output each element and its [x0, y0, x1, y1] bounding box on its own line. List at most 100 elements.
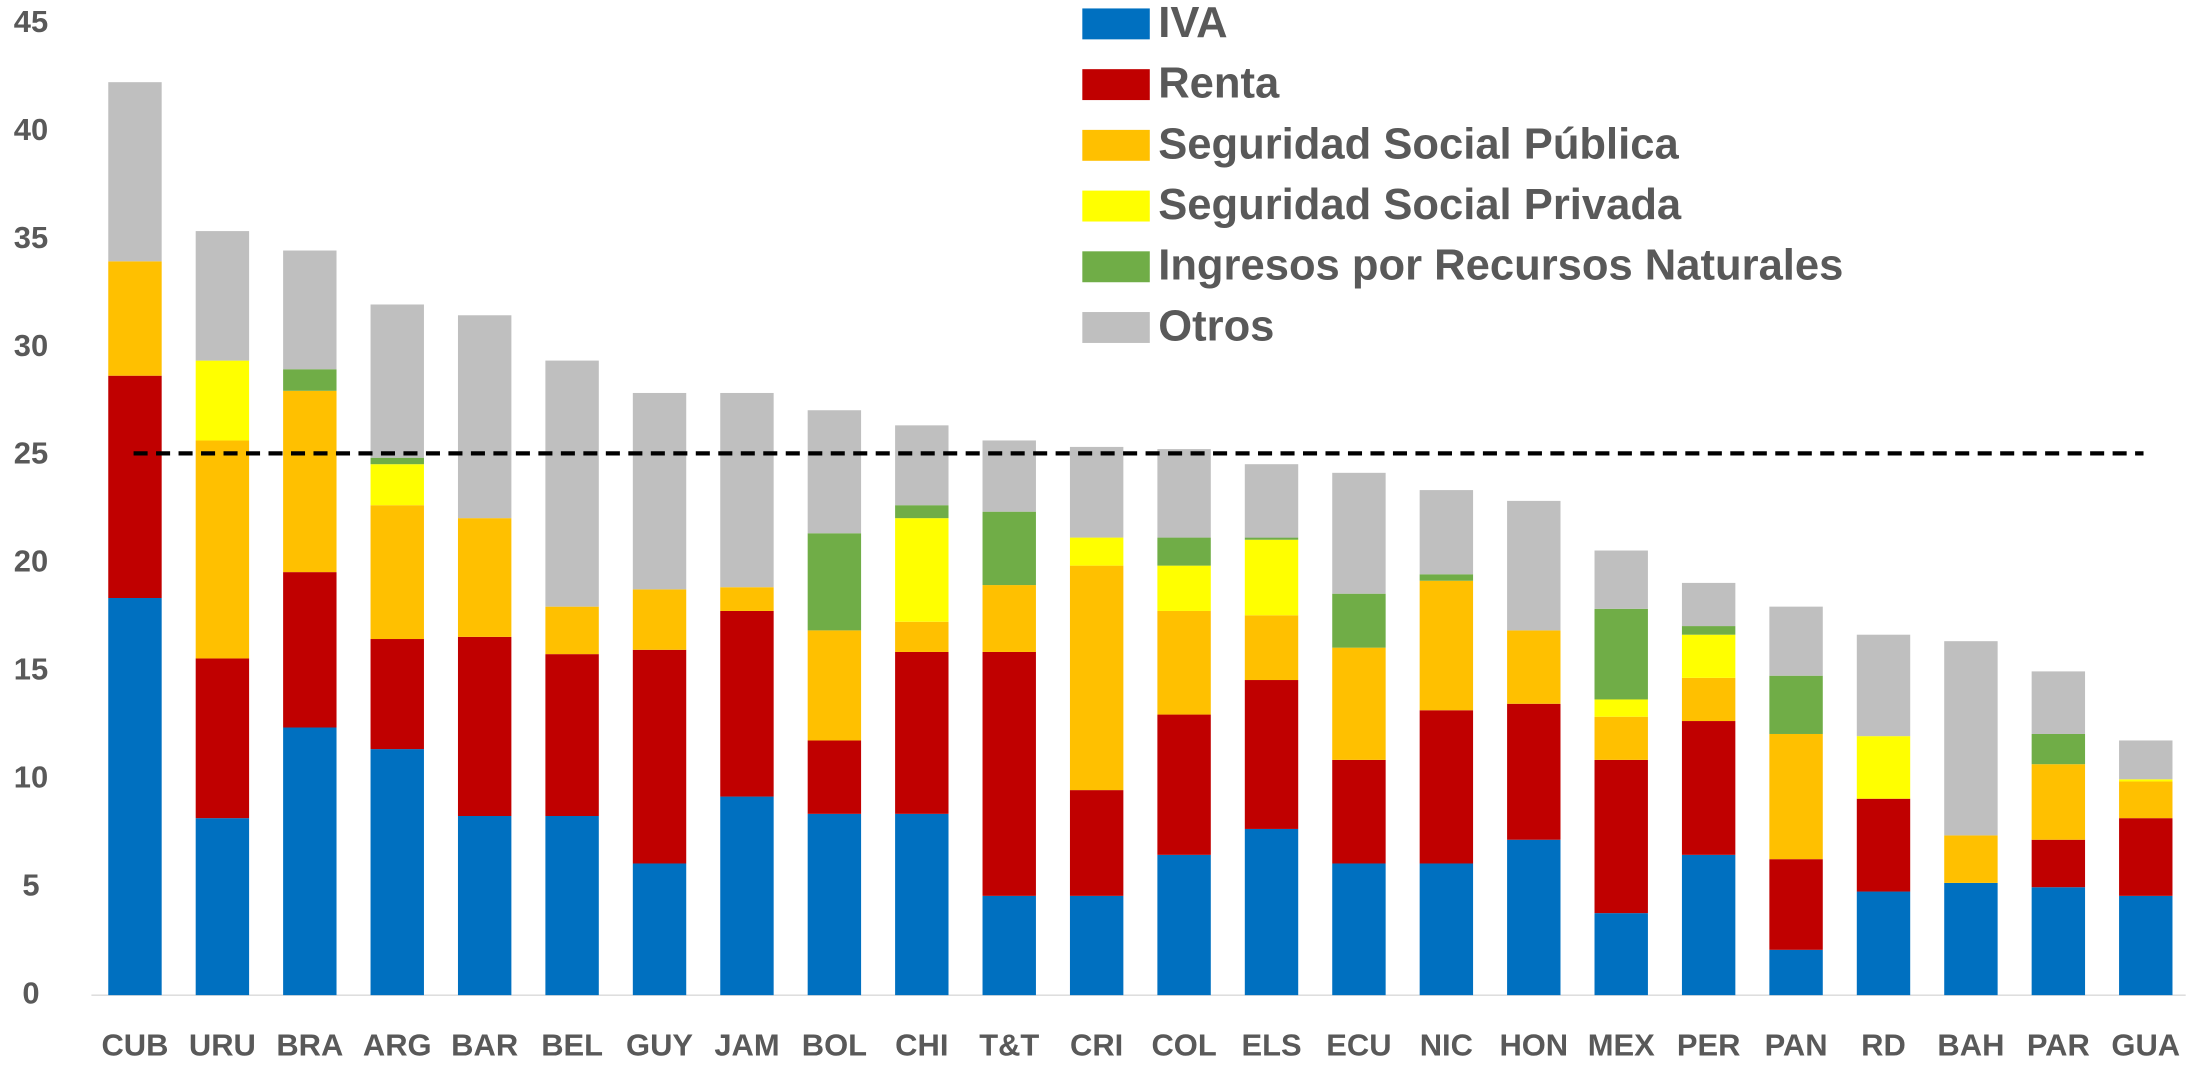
- x-tick-label: CUB: [101, 1027, 168, 1062]
- bar-segment: [1157, 610, 1211, 715]
- y-tick-label: 25: [14, 436, 48, 471]
- bar-segment: [1769, 675, 1823, 734]
- bar-segment: [195, 658, 250, 819]
- bar-segment: [1157, 565, 1211, 611]
- legend-label: Seguridad Social Pública: [1158, 120, 1679, 168]
- bar-segment: [1157, 714, 1211, 855]
- x-tick-label: ECU: [1326, 1027, 1391, 1062]
- bar-segment: [545, 816, 599, 996]
- x-tick-label: ELS: [1241, 1027, 1301, 1062]
- bar-segment: [1594, 699, 1648, 717]
- bar-segment: [2119, 895, 2173, 996]
- bar-segment: [895, 813, 949, 996]
- x-tick-label: PER: [1677, 1027, 1741, 1062]
- bar-segment: [2031, 764, 2086, 840]
- bar-segment: [1244, 539, 1299, 616]
- bar-segment: [1856, 891, 1911, 996]
- y-tick-label: 10: [14, 759, 48, 794]
- bar-segment: [1681, 854, 1736, 996]
- bar-segment: [283, 390, 337, 573]
- x-tick-label: PAR: [2027, 1027, 2090, 1062]
- bar-segment: [2119, 740, 2173, 780]
- bar-segment: [195, 818, 250, 996]
- bar-segment: [545, 360, 599, 607]
- bar-segment: [370, 304, 424, 458]
- legend-swatch: [1082, 190, 1150, 222]
- bar-segment: [195, 440, 250, 659]
- y-tick-label: 5: [22, 867, 39, 902]
- legend-label: Seguridad Social Privada: [1158, 181, 1682, 229]
- bar-segment: [632, 392, 687, 590]
- bar-segment: [1419, 490, 1474, 575]
- bar-segment: [1157, 537, 1211, 566]
- bar-segment: [1856, 736, 1911, 799]
- x-tick-label: URU: [189, 1027, 256, 1062]
- legend-swatch: [1082, 69, 1150, 101]
- bar-segment: [720, 610, 774, 797]
- bar-segment: [457, 816, 512, 996]
- bar-segment: [1769, 859, 1823, 950]
- bar-segment: [1594, 608, 1648, 700]
- bar-segment: [1594, 716, 1648, 760]
- bar-segment: [370, 749, 424, 996]
- bar-segment: [370, 505, 424, 640]
- x-tick-label: BAH: [1937, 1027, 2004, 1062]
- bar-segment: [895, 505, 949, 519]
- bar-segment: [895, 425, 949, 506]
- bar-segment: [1069, 790, 1124, 896]
- bar-segment: [632, 589, 687, 650]
- bar-segment: [1332, 472, 1386, 594]
- bar-segment: [1244, 828, 1299, 996]
- bar-segment: [1681, 634, 1736, 678]
- bar-segment: [1856, 634, 1911, 737]
- y-tick-label: 20: [14, 544, 48, 579]
- legend-label: IVA: [1158, 0, 1227, 47]
- bar-segment: [1332, 863, 1386, 996]
- y-tick-label: 35: [14, 220, 48, 255]
- bar-segment: [982, 585, 1036, 652]
- bar-segment: [545, 654, 599, 817]
- x-tick-label: CHI: [895, 1027, 948, 1062]
- bar-segment: [1244, 464, 1299, 538]
- bar-segment: [1769, 733, 1823, 860]
- bar-segment: [1681, 582, 1736, 627]
- x-tick-label: GUA: [2111, 1027, 2180, 1062]
- bar-segment: [1244, 537, 1299, 540]
- bar-segment: [1332, 759, 1386, 864]
- bar-segment: [283, 369, 337, 391]
- bar-segment: [1681, 626, 1736, 635]
- y-tick-label: 45: [14, 4, 48, 39]
- legend-label: Otros: [1158, 302, 1274, 350]
- bar-segment: [1069, 895, 1124, 996]
- bar-segment: [1769, 606, 1823, 676]
- bar-segment: [807, 630, 862, 741]
- bar-segment: [108, 375, 162, 599]
- x-tick-label: T&T: [979, 1027, 1039, 1062]
- bar-segment: [2031, 887, 2086, 996]
- bar-segment: [1069, 446, 1124, 538]
- bar-segment: [1856, 798, 1911, 892]
- x-tick-label: GUY: [626, 1027, 693, 1062]
- bar-segment: [1157, 449, 1211, 538]
- bar-segment: [2031, 839, 2086, 888]
- x-tick-label: MEX: [1588, 1027, 1655, 1062]
- bar-segment: [1507, 839, 1561, 996]
- bar-segment: [1419, 710, 1474, 864]
- bar-segment: [1419, 574, 1474, 581]
- bar-segment: [982, 440, 1036, 512]
- bar-segment: [195, 231, 250, 361]
- bar-segment: [370, 639, 424, 750]
- bar-segment: [895, 651, 949, 814]
- legend-label: Renta: [1158, 60, 1280, 108]
- legend-label: Ingresos por Recursos Naturales: [1158, 242, 1843, 290]
- bar-segment: [545, 606, 599, 655]
- x-tick-label: NIC: [1420, 1027, 1473, 1062]
- bar-segment: [108, 82, 162, 262]
- bar-segment: [370, 457, 424, 465]
- bar-segment: [1594, 913, 1648, 996]
- bar-segment: [982, 511, 1036, 586]
- bar-segment: [1419, 580, 1474, 711]
- bar-segment: [1944, 641, 1998, 836]
- bar-segment: [1681, 677, 1736, 722]
